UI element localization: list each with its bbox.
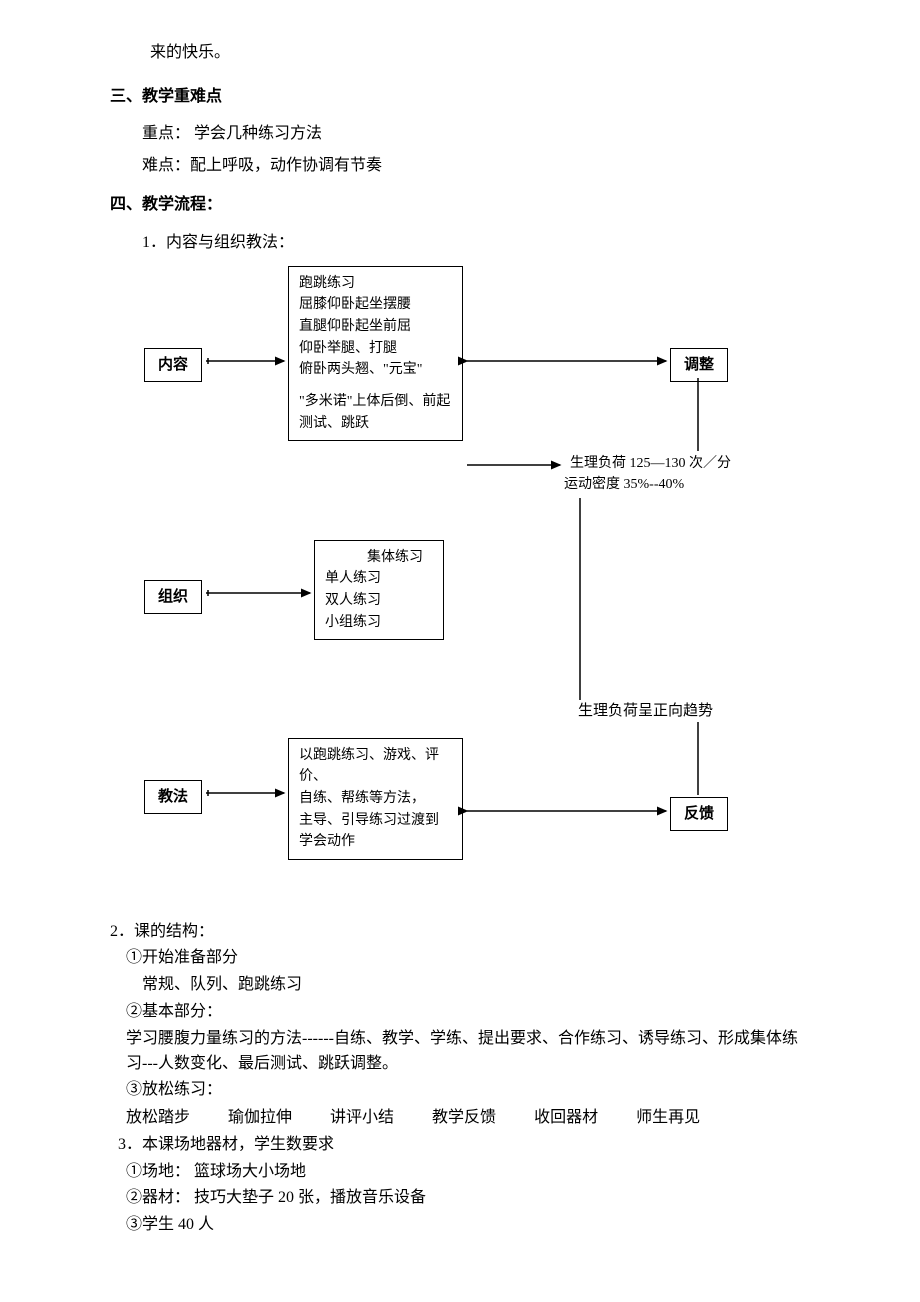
req-r3: ③学生 40 人 xyxy=(110,1213,810,1238)
struct-s1a: 常规、队列、跑跳练习 xyxy=(110,973,810,998)
s3-r1: 瑜伽拉伸 xyxy=(228,1105,292,1131)
struct-s2a: 学习腰腹力量练习的方法------自练、教学、学练、提出要求、合作练习、诱导练习… xyxy=(110,1027,810,1077)
s3-r0: 放松踏步 xyxy=(126,1105,190,1131)
section4-item1: 1．内容与组织教法： xyxy=(110,230,810,256)
section3-difficulty: 难点：配上呼吸，动作协调有节奏 xyxy=(110,153,810,179)
s3-r5: 师生再见 xyxy=(636,1105,700,1131)
section4-item2: 2．课的结构： xyxy=(110,920,810,945)
req-r2: ②器材： 技巧大垫子 20 张，播放音乐设备 xyxy=(110,1186,810,1211)
s3-r3: 教学反馈 xyxy=(432,1105,496,1131)
section4-item3: 3．本课场地器材，学生数要求 xyxy=(110,1133,810,1158)
s3-r2: 讲评小结 xyxy=(330,1105,394,1131)
section3-focus: 重点： 学会几种练习方法 xyxy=(110,121,810,147)
section3-heading: 三、教学重难点 xyxy=(110,84,810,110)
struct-s2: ②基本部分： xyxy=(110,1000,810,1025)
intro-continued: 来的快乐。 xyxy=(110,40,810,66)
req-r1: ①场地： 篮球场大小场地 xyxy=(110,1160,810,1185)
connectors-svg xyxy=(110,260,810,910)
s3-r4: 收回器材 xyxy=(534,1105,598,1131)
flow-diagram: 内容 跑跳练习 屈膝仰卧起坐摆腰 直腿仰卧起坐前屈 仰卧举腿、打腿 俯卧两头翘、… xyxy=(110,260,810,910)
section4-heading: 四、教学流程： xyxy=(110,192,810,218)
struct-s3: ③放松练习： xyxy=(110,1078,810,1103)
struct-s3-row: 放松踏步 瑜伽拉伸 讲评小结 教学反馈 收回器材 师生再见 xyxy=(110,1105,810,1131)
struct-s1: ①开始准备部分 xyxy=(110,946,810,971)
